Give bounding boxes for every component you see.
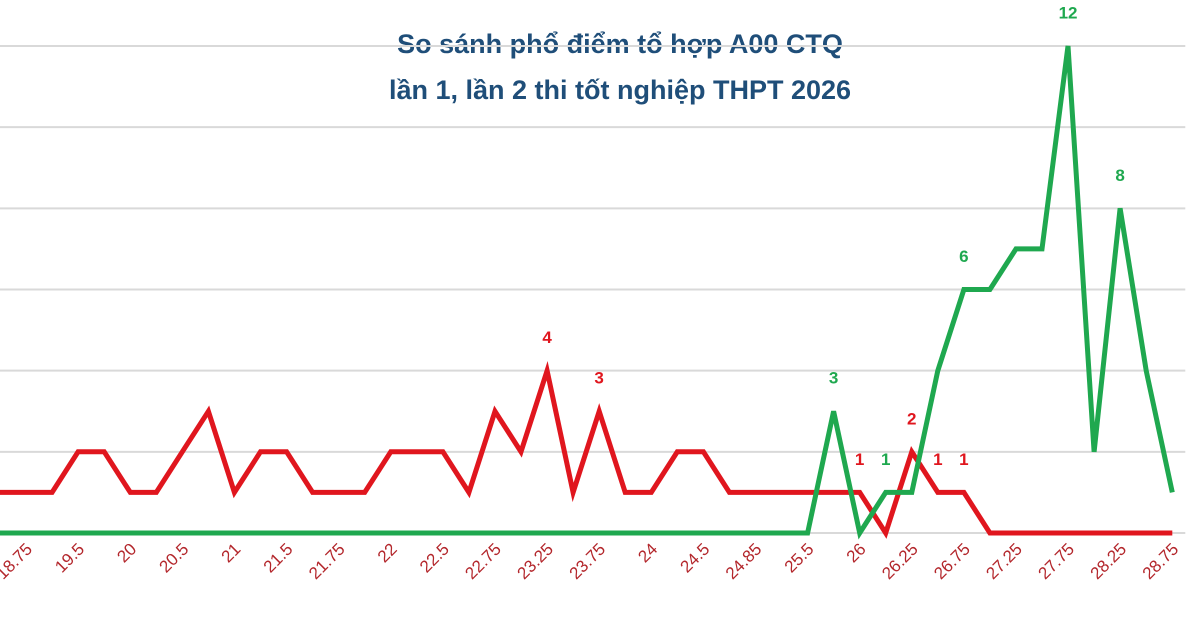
x-tick-label: 27.75: [1035, 540, 1079, 584]
x-tick-label: 28.75: [1139, 540, 1183, 584]
x-tick-label: 22.75: [461, 540, 505, 584]
x-tick-label: 24: [634, 540, 661, 567]
grid: [0, 45, 1186, 534]
data-label: 2: [907, 409, 916, 428]
chart-title: lần 1, lần 2 thi tốt nghiệp THPT 2026: [389, 75, 851, 105]
data-label: 12: [1059, 3, 1078, 22]
chart-title: So sánh phổ điểm tổ hợp A00 CTQ: [397, 29, 843, 59]
data-label: 6: [959, 247, 968, 266]
x-tick-label: 21.75: [305, 540, 349, 584]
x-tick-label: 27.25: [982, 540, 1026, 584]
data-label: 1: [855, 450, 864, 469]
x-tick-label: 25.5: [781, 540, 818, 577]
series-line: [0, 45, 1175, 540]
x-tick-label: 21.5: [260, 540, 297, 577]
x-tick-label: 19.5: [51, 540, 88, 577]
x-tick-label: 21: [218, 540, 245, 567]
series-line: [0, 361, 1173, 539]
data-label: 1: [933, 450, 942, 469]
x-tick-label: 18.75: [0, 540, 36, 584]
x-tick-label: 24.85: [722, 540, 766, 584]
data-label: 1: [959, 450, 968, 469]
x-tick-label: 26.25: [878, 540, 922, 584]
data-label: 1: [881, 450, 890, 469]
x-tick-label: 22.5: [416, 540, 453, 577]
x-tick-label: 28.25: [1087, 540, 1131, 584]
x-tick-label: 23.25: [514, 540, 558, 584]
x-tick-label: 23.75: [566, 540, 610, 584]
data-label: 3: [829, 369, 838, 388]
data-label: 8: [1115, 166, 1124, 185]
x-tick-label: 24.5: [677, 540, 714, 577]
x-tick-label: 26.75: [930, 540, 974, 584]
data-label: 3: [594, 369, 603, 388]
x-tick-label: 20: [113, 540, 140, 567]
x-tick-label: 22: [374, 540, 401, 567]
x-tick-label: 26: [843, 540, 870, 567]
data-label: 4: [542, 328, 552, 347]
x-tick-label: 20.5: [156, 540, 193, 577]
